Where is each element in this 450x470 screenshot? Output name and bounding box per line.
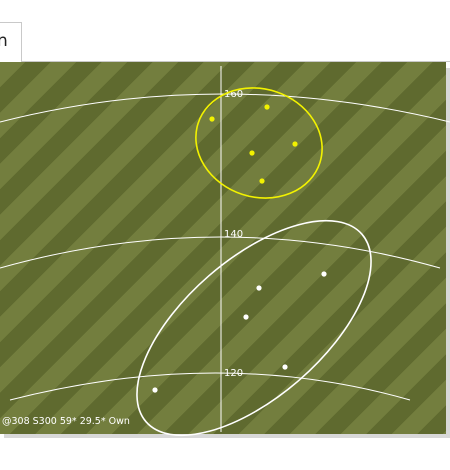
- frame-shadow-right: [446, 68, 450, 438]
- plot-area[interactable]: [0, 62, 446, 434]
- range-arc-140: [0, 236, 441, 269]
- range-label-160: 160: [224, 89, 243, 100]
- yellow-marker: [259, 178, 265, 184]
- tab-divider: [22, 61, 450, 62]
- white-marker: [282, 364, 288, 370]
- yellow-marker: [292, 141, 298, 147]
- white-group-ellipse: [136, 219, 372, 437]
- yellow-marker: [209, 116, 215, 122]
- white-marker: [243, 314, 249, 320]
- tab-bar: n: [0, 0, 450, 62]
- white-marker: [256, 285, 262, 291]
- white-marker: [152, 387, 158, 393]
- range-label-140: 140: [224, 229, 243, 240]
- range-arc-120: [9, 372, 411, 401]
- frame-shadow-bottom: [4, 434, 450, 438]
- view-tab-label: n: [0, 31, 8, 51]
- yellow-marker: [249, 150, 255, 156]
- white-marker: [321, 271, 327, 277]
- range-label-120: 120: [224, 368, 243, 379]
- view-tab[interactable]: [0, 22, 22, 62]
- status-readout: @308 S300 59* 29.5* Own: [2, 416, 130, 427]
- yellow-group-ellipse: [195, 87, 323, 199]
- yellow-marker: [264, 104, 270, 110]
